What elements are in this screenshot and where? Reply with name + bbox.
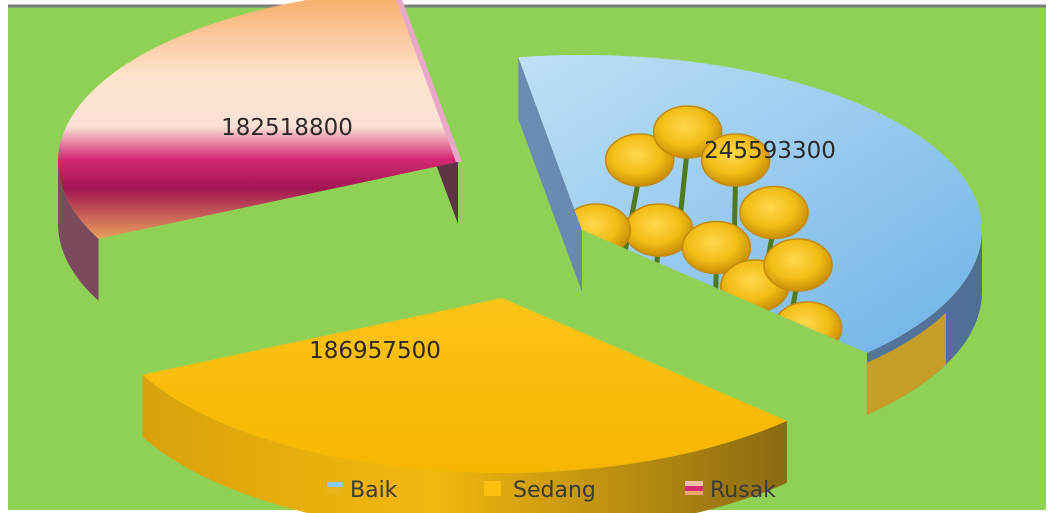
pie-slice-rusak-edge xyxy=(396,0,462,162)
legend: Baik Sedang Rusak xyxy=(327,478,776,503)
legend-label-baik: Baik xyxy=(350,478,398,503)
tulip-flower xyxy=(681,220,752,275)
tulip-flower xyxy=(652,105,723,159)
pie-slice-rusak-top xyxy=(58,0,458,239)
pie-slice-sedang-top xyxy=(142,298,787,473)
legend-item-rusak: Rusak xyxy=(685,478,776,503)
pie-slice-sedang xyxy=(142,298,787,513)
tulip-flower xyxy=(700,133,771,187)
tulip-flower xyxy=(604,133,675,187)
tulip-flower xyxy=(763,238,833,292)
legend-swatch-sedang xyxy=(484,481,501,496)
legend-swatch-rusak-band xyxy=(685,486,703,491)
legend-item-sedang: Sedang xyxy=(484,478,596,503)
data-label-rusak: 182518800 xyxy=(221,115,353,141)
legend-item-baik: Baik xyxy=(327,478,398,503)
data-label-sedang: 186957500 xyxy=(309,338,441,364)
pie-slice-sedang-side xyxy=(142,374,787,513)
legend-swatch-rusak-bottom xyxy=(685,491,703,495)
pie-slice-baik-front-picture xyxy=(866,312,946,415)
legend-label-rusak: Rusak xyxy=(710,478,776,503)
data-label-baik: 245593300 xyxy=(704,138,836,164)
legend-swatch-baik-sky xyxy=(327,482,343,487)
legend-label-sedang: Sedang xyxy=(513,478,596,503)
pie-slice-rusak xyxy=(58,0,462,301)
pie-slice-rusak-side xyxy=(58,0,458,301)
tulip-flower xyxy=(739,185,809,240)
legend-swatch-rusak-top xyxy=(685,481,703,486)
